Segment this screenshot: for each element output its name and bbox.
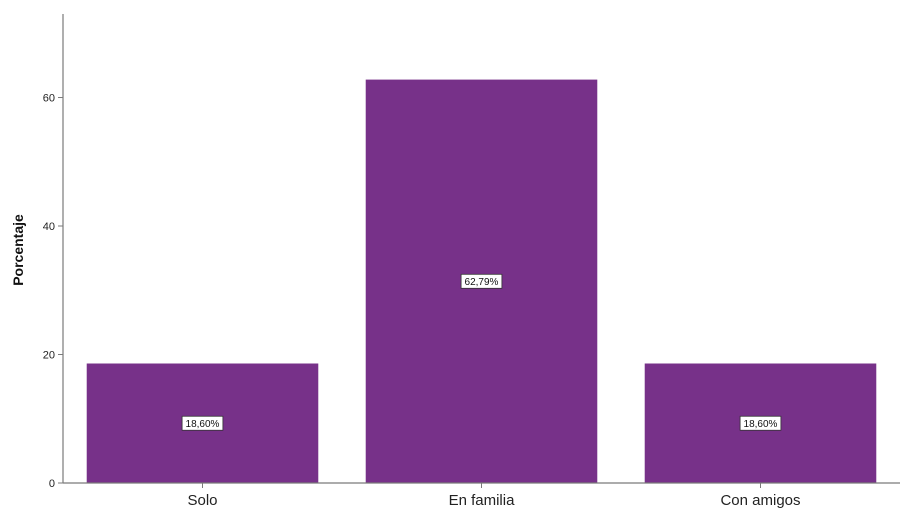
x-category-label: Con amigos: [720, 492, 800, 509]
y-tick-label: 40: [43, 221, 55, 233]
data-label: 18,60%: [186, 419, 220, 430]
x-category-label: Solo: [187, 492, 217, 509]
y-tick-label: 20: [43, 350, 55, 362]
y-axis-title: Porcentaje: [10, 214, 26, 286]
data-label: 18,60%: [744, 419, 778, 430]
category-labels: Solo En familia Con amigos: [187, 483, 801, 509]
data-label-box: [460, 273, 503, 289]
x-category-label: En familia: [449, 492, 516, 509]
y-axis-ticks: 0 20 40 60: [43, 93, 63, 490]
bars: 18,60% 62,79% 18,60%: [86, 79, 877, 483]
y-tick-label: 60: [43, 93, 55, 105]
y-tick-label: 0: [49, 478, 55, 490]
data-label: 62,79%: [465, 277, 499, 288]
axes: [62, 14, 900, 484]
data-label-box: [181, 415, 224, 431]
data-label-box: [739, 415, 782, 431]
